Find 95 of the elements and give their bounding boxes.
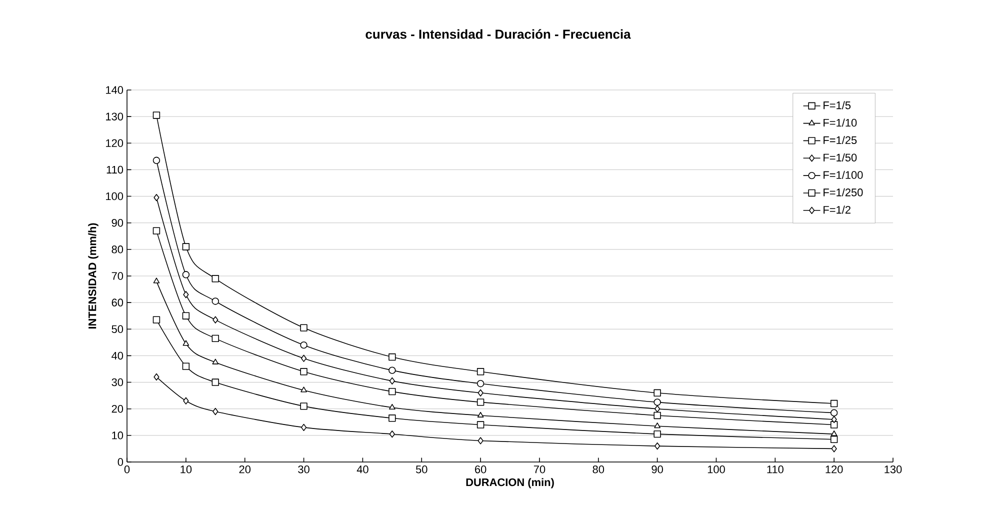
point bbox=[388, 353, 396, 361]
point bbox=[654, 405, 660, 412]
point bbox=[388, 404, 396, 410]
point bbox=[152, 112, 160, 119]
x-tick-label: 50 bbox=[416, 466, 428, 474]
point bbox=[182, 312, 190, 320]
point bbox=[831, 416, 837, 424]
point bbox=[476, 398, 484, 406]
point bbox=[388, 366, 396, 374]
legend-label: F=1/50 bbox=[824, 153, 857, 162]
point bbox=[478, 389, 484, 396]
y-tick-label: 20 bbox=[112, 404, 124, 413]
point bbox=[654, 422, 660, 428]
y-tick-label: 140 bbox=[106, 86, 124, 94]
y-axis-title: INTENSIDAD (mm/h) bbox=[88, 223, 98, 329]
point bbox=[654, 412, 661, 420]
y-tick-label: 0 bbox=[118, 458, 124, 466]
y-tick-label: 50 bbox=[112, 325, 124, 334]
point bbox=[183, 397, 189, 404]
point bbox=[654, 398, 661, 406]
point bbox=[212, 316, 218, 324]
point bbox=[388, 414, 396, 422]
point bbox=[152, 156, 160, 164]
x-tick-label: 70 bbox=[534, 466, 546, 474]
point bbox=[152, 316, 160, 324]
point bbox=[182, 243, 190, 250]
legend-label: F=1/25 bbox=[824, 136, 857, 144]
legend-label: F=1/5 bbox=[824, 101, 851, 110]
legend-label: F=1/100 bbox=[824, 170, 863, 179]
x-tick-label: 10 bbox=[180, 466, 192, 474]
x-tick-label: 110 bbox=[767, 466, 784, 474]
x-tick-label: 100 bbox=[708, 466, 725, 474]
x-tick-label: 130 bbox=[884, 466, 902, 474]
x-tick-label: 30 bbox=[298, 466, 310, 474]
point bbox=[476, 421, 484, 428]
point bbox=[654, 389, 661, 396]
point bbox=[831, 445, 837, 452]
y-tick-label: 110 bbox=[106, 166, 124, 174]
point bbox=[388, 388, 396, 396]
y-tick-label: 60 bbox=[112, 298, 124, 306]
x-tick-label: 60 bbox=[475, 466, 486, 474]
point bbox=[300, 341, 308, 349]
y-tick-label: 70 bbox=[112, 272, 124, 280]
y-tick-label: 40 bbox=[112, 352, 124, 360]
point bbox=[154, 373, 160, 381]
point bbox=[389, 430, 395, 438]
legend-label: F=1/10 bbox=[824, 118, 857, 127]
point bbox=[300, 368, 308, 376]
point bbox=[212, 358, 219, 364]
point bbox=[182, 271, 190, 278]
point bbox=[654, 442, 660, 450]
y-tick-label: 100 bbox=[106, 192, 124, 200]
x-tick-label: 40 bbox=[356, 466, 368, 474]
x-tick-label: 120 bbox=[826, 466, 843, 474]
point bbox=[830, 436, 838, 443]
x-tick-label: 90 bbox=[652, 466, 663, 474]
point bbox=[476, 368, 484, 376]
point bbox=[154, 194, 160, 202]
point bbox=[830, 421, 838, 428]
point bbox=[183, 290, 189, 298]
point bbox=[389, 377, 395, 385]
point bbox=[182, 362, 190, 370]
y-tick-label: 80 bbox=[112, 246, 124, 254]
x-axis-title: DURACION (min) bbox=[466, 478, 554, 488]
point bbox=[300, 354, 307, 362]
point bbox=[300, 386, 307, 392]
y-tick-label: 10 bbox=[112, 432, 124, 440]
y-tick-label: 90 bbox=[112, 218, 124, 227]
point bbox=[152, 227, 160, 234]
point bbox=[212, 378, 219, 386]
point bbox=[654, 430, 661, 438]
point bbox=[300, 324, 308, 332]
y-tick-label: 120 bbox=[106, 139, 124, 148]
point bbox=[212, 275, 219, 282]
point bbox=[478, 437, 484, 444]
point bbox=[476, 380, 484, 388]
legend-label: F=1/250 bbox=[824, 188, 863, 196]
point bbox=[182, 340, 190, 346]
y-tick-label: 30 bbox=[112, 378, 124, 386]
point bbox=[153, 278, 160, 284]
point bbox=[212, 334, 219, 342]
x-tick-label: 0 bbox=[124, 466, 130, 474]
x-tick-label: 80 bbox=[592, 466, 604, 474]
x-tick-label: 20 bbox=[239, 466, 251, 474]
point bbox=[300, 424, 307, 432]
point bbox=[212, 408, 218, 416]
point bbox=[477, 412, 484, 418]
chart-title: curvas - Intensidad - Duración - Frecuencia bbox=[366, 29, 631, 39]
point bbox=[300, 402, 308, 410]
point bbox=[212, 298, 219, 305]
point bbox=[830, 400, 838, 408]
point bbox=[830, 409, 838, 416]
point bbox=[830, 430, 838, 436]
y-tick-label: 130 bbox=[106, 112, 124, 120]
legend-label: F=1/2 bbox=[824, 206, 850, 214]
